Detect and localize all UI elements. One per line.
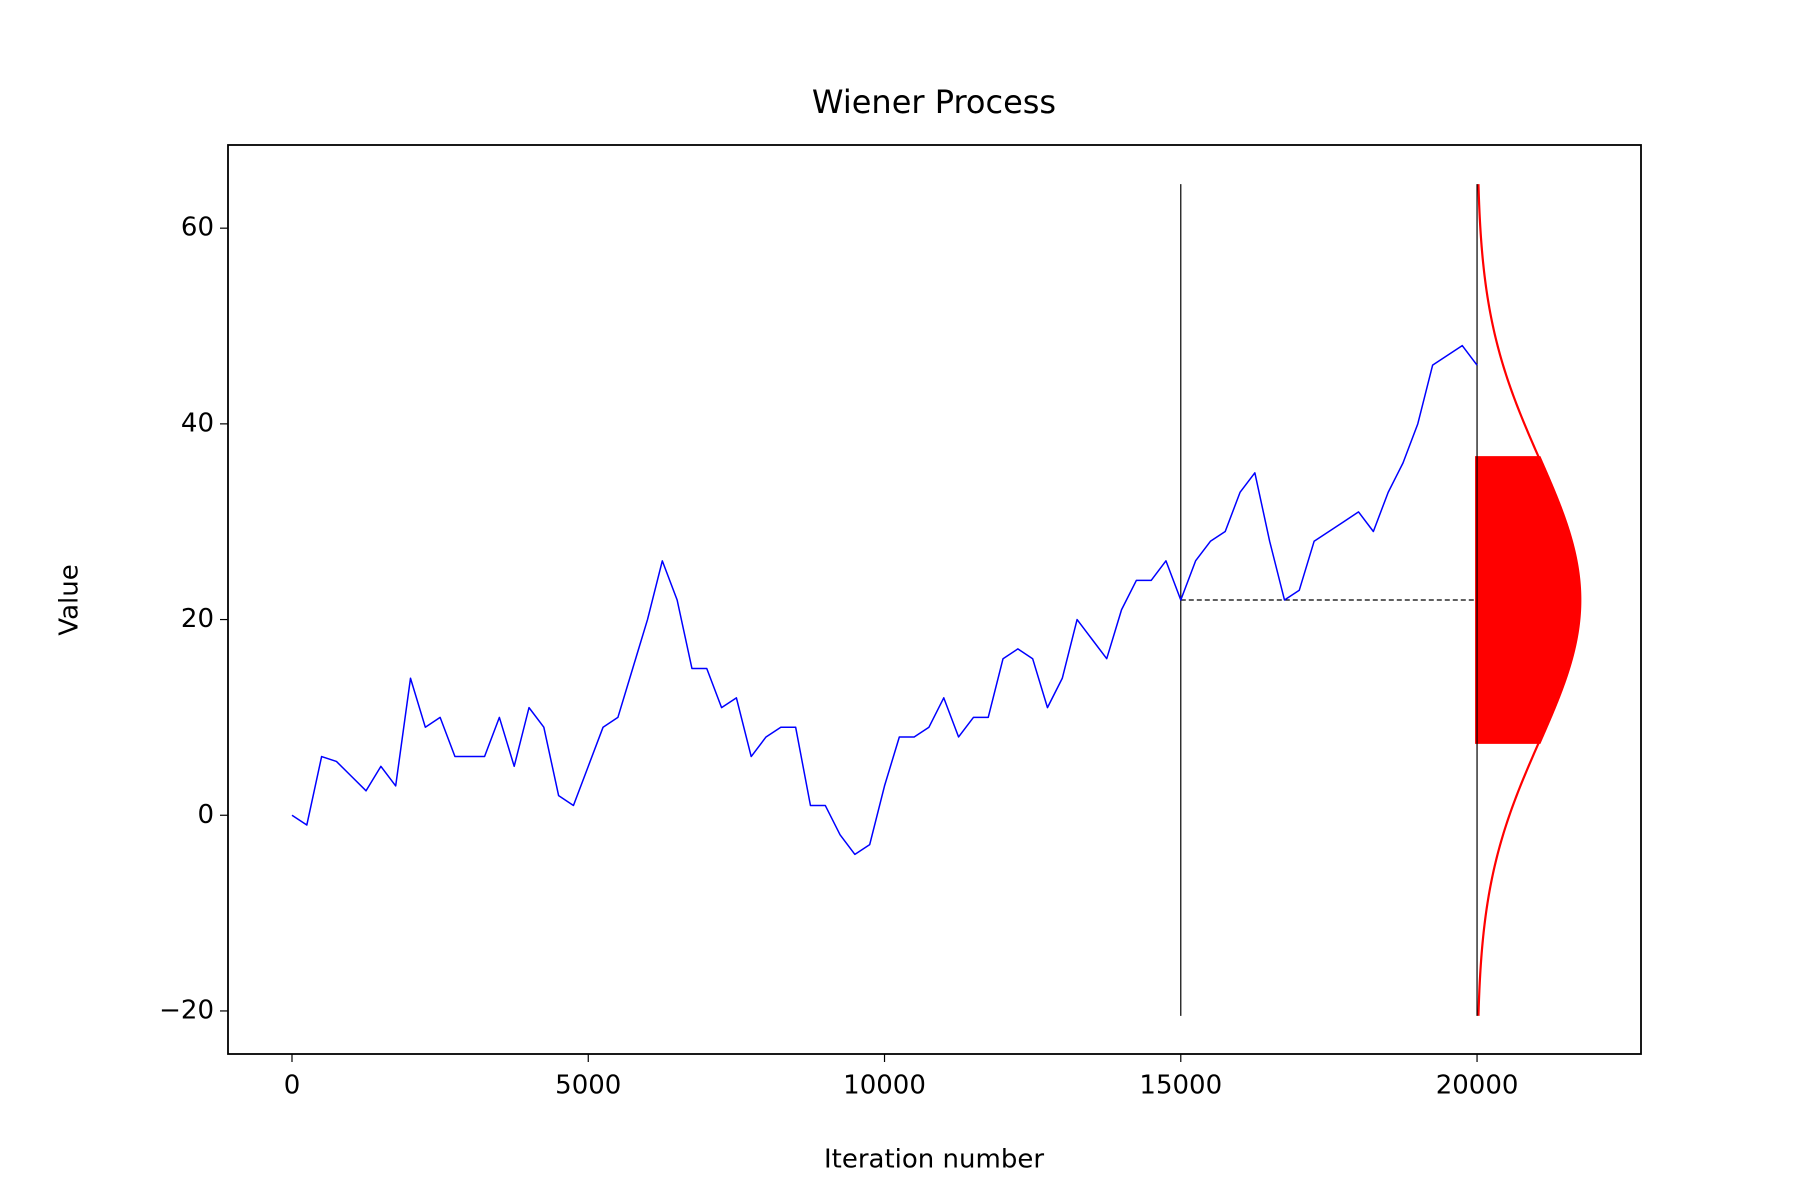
plot-frame [227, 144, 1642, 1055]
distribution-fill [1475, 456, 1582, 744]
data-line [291, 344, 1478, 856]
x-tick-label: 20000 [1436, 1071, 1519, 1101]
x-tick-label: 10000 [843, 1071, 926, 1101]
y-axis-label: Value [55, 564, 85, 635]
x-axis-label: Iteration number [824, 1145, 1044, 1175]
distribution-curve [1477, 184, 1581, 1016]
y-tick-label: 40 [181, 408, 214, 438]
chart-title: Wiener Process [812, 83, 1056, 121]
y-tick-label: −20 [159, 995, 214, 1025]
x-tick-label: 0 [284, 1071, 301, 1101]
y-tick-label: 20 [181, 604, 214, 634]
x-tick-label: 5000 [555, 1071, 621, 1101]
y-tick-label: 60 [181, 213, 214, 243]
y-tick-label: 0 [197, 800, 214, 830]
x-tick-label: 15000 [1139, 1071, 1222, 1101]
